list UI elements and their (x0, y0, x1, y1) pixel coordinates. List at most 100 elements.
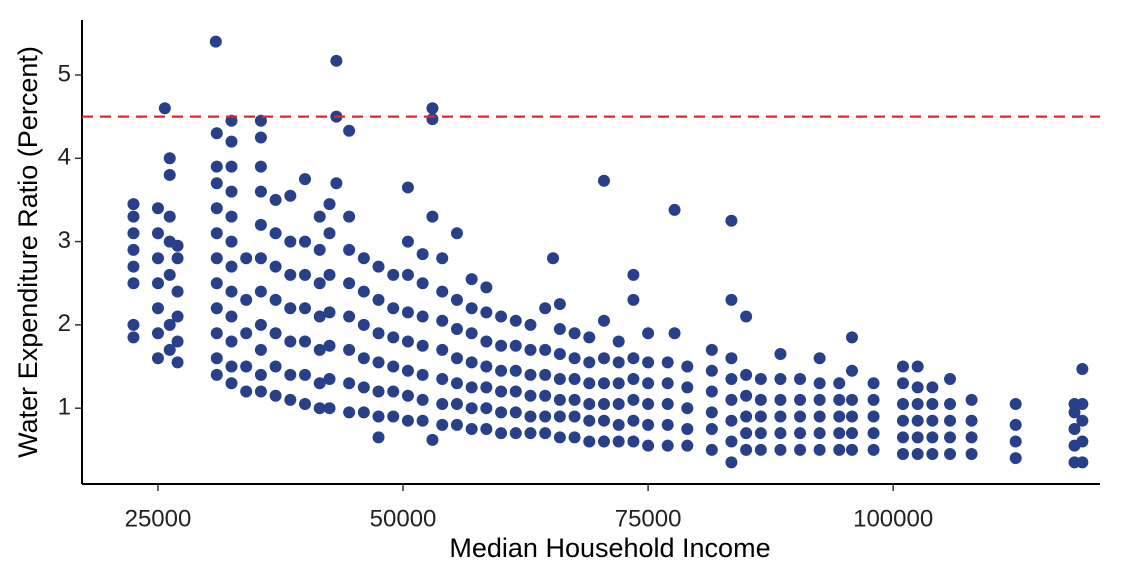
point (867, 443, 880, 456)
point (269, 293, 282, 306)
point (524, 368, 537, 381)
point (127, 318, 140, 331)
point (668, 327, 681, 340)
point (387, 302, 400, 315)
point (553, 373, 566, 386)
point (254, 343, 267, 356)
x-tick-label: 75000 (615, 505, 682, 532)
point (426, 210, 439, 223)
point (833, 393, 846, 406)
point (269, 360, 282, 373)
point (833, 410, 846, 423)
point (740, 368, 753, 381)
point (1009, 452, 1022, 465)
point (450, 398, 463, 411)
point (539, 368, 552, 381)
point (436, 285, 449, 298)
point (661, 418, 674, 431)
point (1068, 423, 1081, 436)
point (225, 360, 238, 373)
point (642, 327, 655, 340)
point (299, 398, 312, 411)
point (343, 243, 356, 256)
point (896, 377, 909, 390)
point (583, 398, 596, 411)
point (896, 414, 909, 427)
point (661, 398, 674, 411)
point (343, 277, 356, 290)
point (171, 335, 184, 348)
point (323, 227, 336, 240)
point (372, 260, 385, 273)
point (401, 414, 414, 427)
point (1076, 398, 1089, 411)
point (254, 185, 267, 198)
point (568, 431, 581, 444)
point (480, 306, 493, 319)
point (450, 377, 463, 390)
point (597, 414, 610, 427)
point (627, 373, 640, 386)
point (553, 323, 566, 336)
point (583, 435, 596, 448)
point (1076, 414, 1089, 427)
point (553, 431, 566, 444)
point (210, 302, 223, 315)
point (387, 385, 400, 398)
point (480, 402, 493, 415)
point (225, 160, 238, 173)
point (612, 398, 625, 411)
point (416, 393, 429, 406)
point (612, 418, 625, 431)
point (254, 218, 267, 231)
point (754, 373, 767, 386)
point (127, 227, 140, 240)
point (926, 381, 939, 394)
point (416, 414, 429, 427)
y-tick-label: 4 (58, 144, 71, 171)
point (210, 368, 223, 381)
point (495, 364, 508, 377)
point (343, 310, 356, 323)
point (240, 293, 253, 306)
point (539, 410, 552, 423)
point (705, 423, 718, 436)
point (254, 318, 267, 331)
point (416, 339, 429, 352)
point (794, 443, 807, 456)
point (436, 398, 449, 411)
point (151, 302, 164, 315)
point (163, 343, 176, 356)
point (627, 414, 640, 427)
point (465, 402, 478, 415)
point (225, 335, 238, 348)
point (774, 373, 787, 386)
point (240, 252, 253, 265)
point (387, 410, 400, 423)
point (495, 310, 508, 323)
point (509, 406, 522, 419)
point (725, 435, 738, 448)
point (896, 448, 909, 461)
point (401, 335, 414, 348)
point (681, 423, 694, 436)
point (944, 414, 957, 427)
point (833, 443, 846, 456)
point (845, 427, 858, 440)
point (627, 393, 640, 406)
point (450, 418, 463, 431)
point (911, 448, 924, 461)
point (163, 210, 176, 223)
point (524, 427, 537, 440)
point (509, 385, 522, 398)
point (774, 443, 787, 456)
point (965, 448, 978, 461)
point (845, 410, 858, 423)
point (661, 439, 674, 452)
point (896, 431, 909, 444)
point (1076, 435, 1089, 448)
point (163, 168, 176, 181)
point (269, 327, 282, 340)
point (254, 368, 267, 381)
point (1009, 398, 1022, 411)
